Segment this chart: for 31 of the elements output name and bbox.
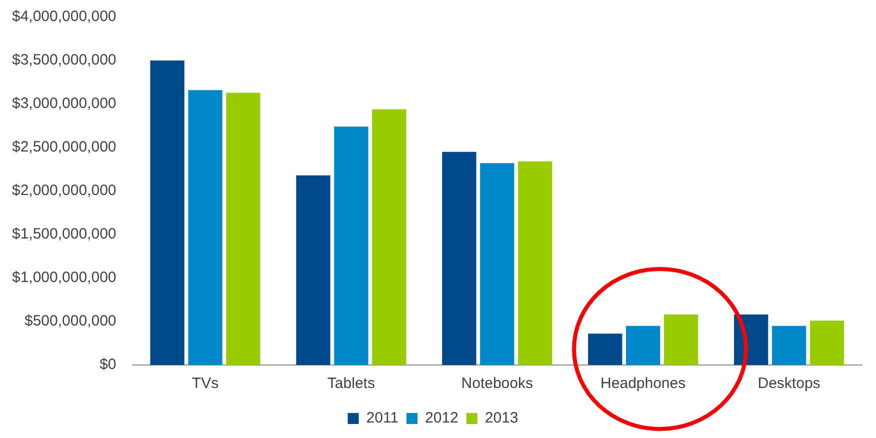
y-tick-label: $1,000,000,000 [12, 269, 116, 286]
bar [588, 334, 622, 365]
legend-label: 2011 [366, 410, 399, 427]
legend-label: 2012 [425, 410, 458, 427]
x-tick-label: Notebooks [461, 375, 533, 392]
y-tick-label: $1,500,000,000 [12, 226, 116, 243]
y-tick-label: $4,000,000,000 [12, 8, 116, 26]
bar [226, 92, 260, 365]
legend-label: 2013 [484, 410, 518, 427]
bar [772, 326, 806, 365]
y-tick-label: $3,000,000,000 [12, 95, 116, 112]
bar [480, 163, 514, 365]
bar [296, 175, 330, 365]
y-tick-label: $500,000,000 [24, 312, 116, 330]
bar [334, 126, 368, 365]
bar [188, 90, 222, 365]
x-tick-label: TVs [192, 375, 219, 392]
bar [810, 320, 844, 365]
y-tick-label: $3,500,000,000 [12, 52, 116, 69]
y-tick-label: $2,000,000,000 [12, 182, 116, 200]
x-tick-label: Desktops [758, 375, 820, 392]
bar [518, 161, 552, 365]
y-tick-label: $0 [100, 356, 116, 374]
bar [626, 326, 660, 365]
x-tick-label: Tablets [327, 375, 375, 392]
x-tick-label: Headphones [600, 375, 686, 392]
bar [372, 109, 406, 365]
bar [664, 314, 698, 365]
y-tick-label: $2,500,000,000 [12, 138, 116, 156]
bar [442, 152, 476, 365]
bar [150, 60, 184, 365]
